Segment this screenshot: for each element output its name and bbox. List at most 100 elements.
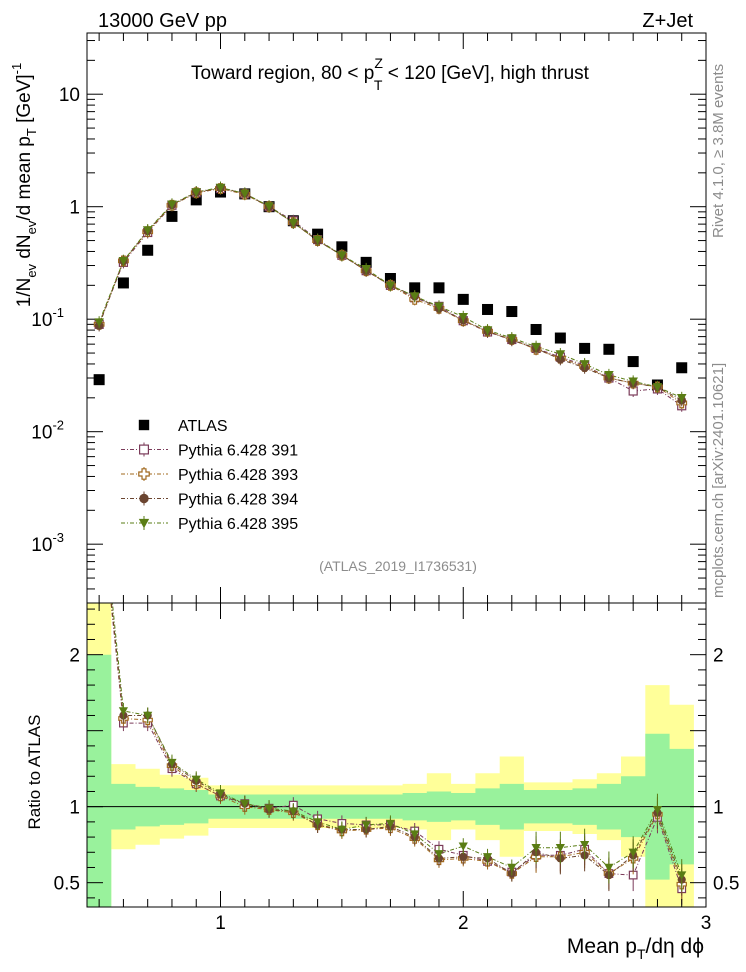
ratio-data-point xyxy=(652,806,663,815)
data-point xyxy=(361,265,371,274)
data-point xyxy=(239,189,250,199)
data-point xyxy=(482,303,494,315)
legend-label: Pythia 6.428 395 xyxy=(178,516,298,533)
ratio-data-point xyxy=(95,469,104,477)
main-y-tick-exponent: -1 xyxy=(52,305,64,320)
ratio-y-tick-label-left: 1 xyxy=(69,798,80,819)
data-point xyxy=(360,256,372,268)
data-point xyxy=(312,235,323,245)
x-tick-label: 3 xyxy=(701,913,712,934)
ratio-data-point xyxy=(458,842,468,851)
legend-label: Pythia 6.428 394 xyxy=(178,492,298,509)
data-point xyxy=(409,282,421,294)
legend-marker xyxy=(138,468,150,480)
data-point xyxy=(554,332,566,344)
main-y-tick-label: 10-2 xyxy=(31,418,64,444)
data-point xyxy=(166,210,178,222)
data-point xyxy=(385,281,396,291)
ratio-data-point xyxy=(410,830,420,839)
main-y-tick-base: 10 xyxy=(31,535,52,556)
data-point xyxy=(530,323,542,335)
legend-label: Pythia 6.428 393 xyxy=(178,467,298,484)
ratio-data-point xyxy=(95,483,103,491)
main-y-tick-label: 10 xyxy=(59,85,80,106)
legend-marker xyxy=(138,518,150,529)
legend-marker xyxy=(138,419,150,431)
data-point xyxy=(652,383,663,392)
ratio-data-point xyxy=(628,848,638,857)
legend-label: ATLAS xyxy=(178,418,228,435)
ratio-data-point xyxy=(507,863,517,873)
ratio-yellow-band xyxy=(87,603,694,907)
main-y-tick-exponent: -2 xyxy=(52,418,64,433)
ratio-data-point xyxy=(337,825,347,835)
data-point xyxy=(288,218,299,228)
ratio-data-point xyxy=(215,789,226,798)
data-point xyxy=(555,350,566,359)
ratio-y-tick-label-left: 0.5 xyxy=(54,874,80,895)
x-tick-label: 2 xyxy=(458,913,469,934)
data-point xyxy=(458,312,469,322)
main-y-tick-exponent: -3 xyxy=(52,530,64,545)
legend-marker xyxy=(139,493,149,504)
data-point xyxy=(191,188,202,197)
ratio-data-point xyxy=(118,707,129,716)
main-y-tick-base: 10 xyxy=(31,310,52,331)
rivet-label: Rivet 4.1.0, ≥ 3.8M events xyxy=(710,64,727,238)
ratio-data-point xyxy=(143,711,153,721)
ratio-data-point xyxy=(167,758,177,768)
data-point xyxy=(94,318,104,328)
ratio-axis-ticks: 0.5 0.5 1 1 2 2 1 2 3 xyxy=(54,603,739,934)
ratio-data-point xyxy=(677,871,687,880)
data-point xyxy=(190,194,202,206)
process-label: Z+Jet xyxy=(642,10,693,32)
data-point xyxy=(676,393,687,403)
series-line xyxy=(98,186,682,399)
ratio-data-point xyxy=(580,841,590,850)
ratio-data-point xyxy=(191,775,201,784)
series-line xyxy=(98,187,682,404)
data-point xyxy=(434,302,444,312)
data-point xyxy=(167,200,177,210)
data-point xyxy=(264,202,274,212)
ratio-y-tick-label-right: 2 xyxy=(713,646,724,667)
data-point xyxy=(384,272,396,284)
ratio-uncertainty-bands xyxy=(87,603,694,907)
ratio-data-point xyxy=(95,484,103,492)
ratio-data-point xyxy=(482,853,493,862)
data-point xyxy=(579,342,591,354)
ratio-y-tick-label-right: 1 xyxy=(713,798,724,819)
main-y-tick-label: 10-3 xyxy=(31,530,64,556)
legend-label: Pythia 6.428 391 xyxy=(178,443,298,460)
series-line xyxy=(98,187,682,407)
ratio-plot-frame xyxy=(86,602,707,908)
data-point xyxy=(579,360,590,369)
main-y-tick-label: 10-1 xyxy=(31,305,64,331)
ratio-data-point xyxy=(531,844,541,853)
x-tick-label: 1 xyxy=(215,913,226,934)
data-point xyxy=(604,371,614,380)
data-point xyxy=(628,377,638,387)
data-point xyxy=(337,251,347,261)
legend: ATLAS Pythia 6.428 391 Pythia 6.428 393 Pyt… xyxy=(121,418,298,533)
data-point xyxy=(676,362,688,374)
data-point xyxy=(336,241,348,253)
x-axis-label: Mean pT/dη dϕ xyxy=(567,935,704,962)
data-point xyxy=(457,293,469,305)
ratio-data-point xyxy=(313,818,323,827)
ratio-data-point xyxy=(385,819,396,828)
ratio-panel: 0.5 0.5 1 1 2 2 1 2 3 Ratio to ATLAS Mean pT/dη … xyxy=(25,469,739,962)
ratio-series-group xyxy=(95,469,687,905)
data-point xyxy=(627,356,639,368)
ratio-data-point xyxy=(361,821,371,830)
ratio-data-point xyxy=(459,852,468,861)
data-point xyxy=(482,326,493,335)
main-data-points xyxy=(93,181,688,412)
analysis-id-label: (ATLAS_2019_I1736531) xyxy=(319,558,477,574)
data-point xyxy=(433,282,445,294)
data-point xyxy=(93,374,105,386)
data-point xyxy=(118,257,129,266)
main-y-axis-label: 1/Nev dNev/d mean pT [GeV]-1 xyxy=(9,63,39,308)
